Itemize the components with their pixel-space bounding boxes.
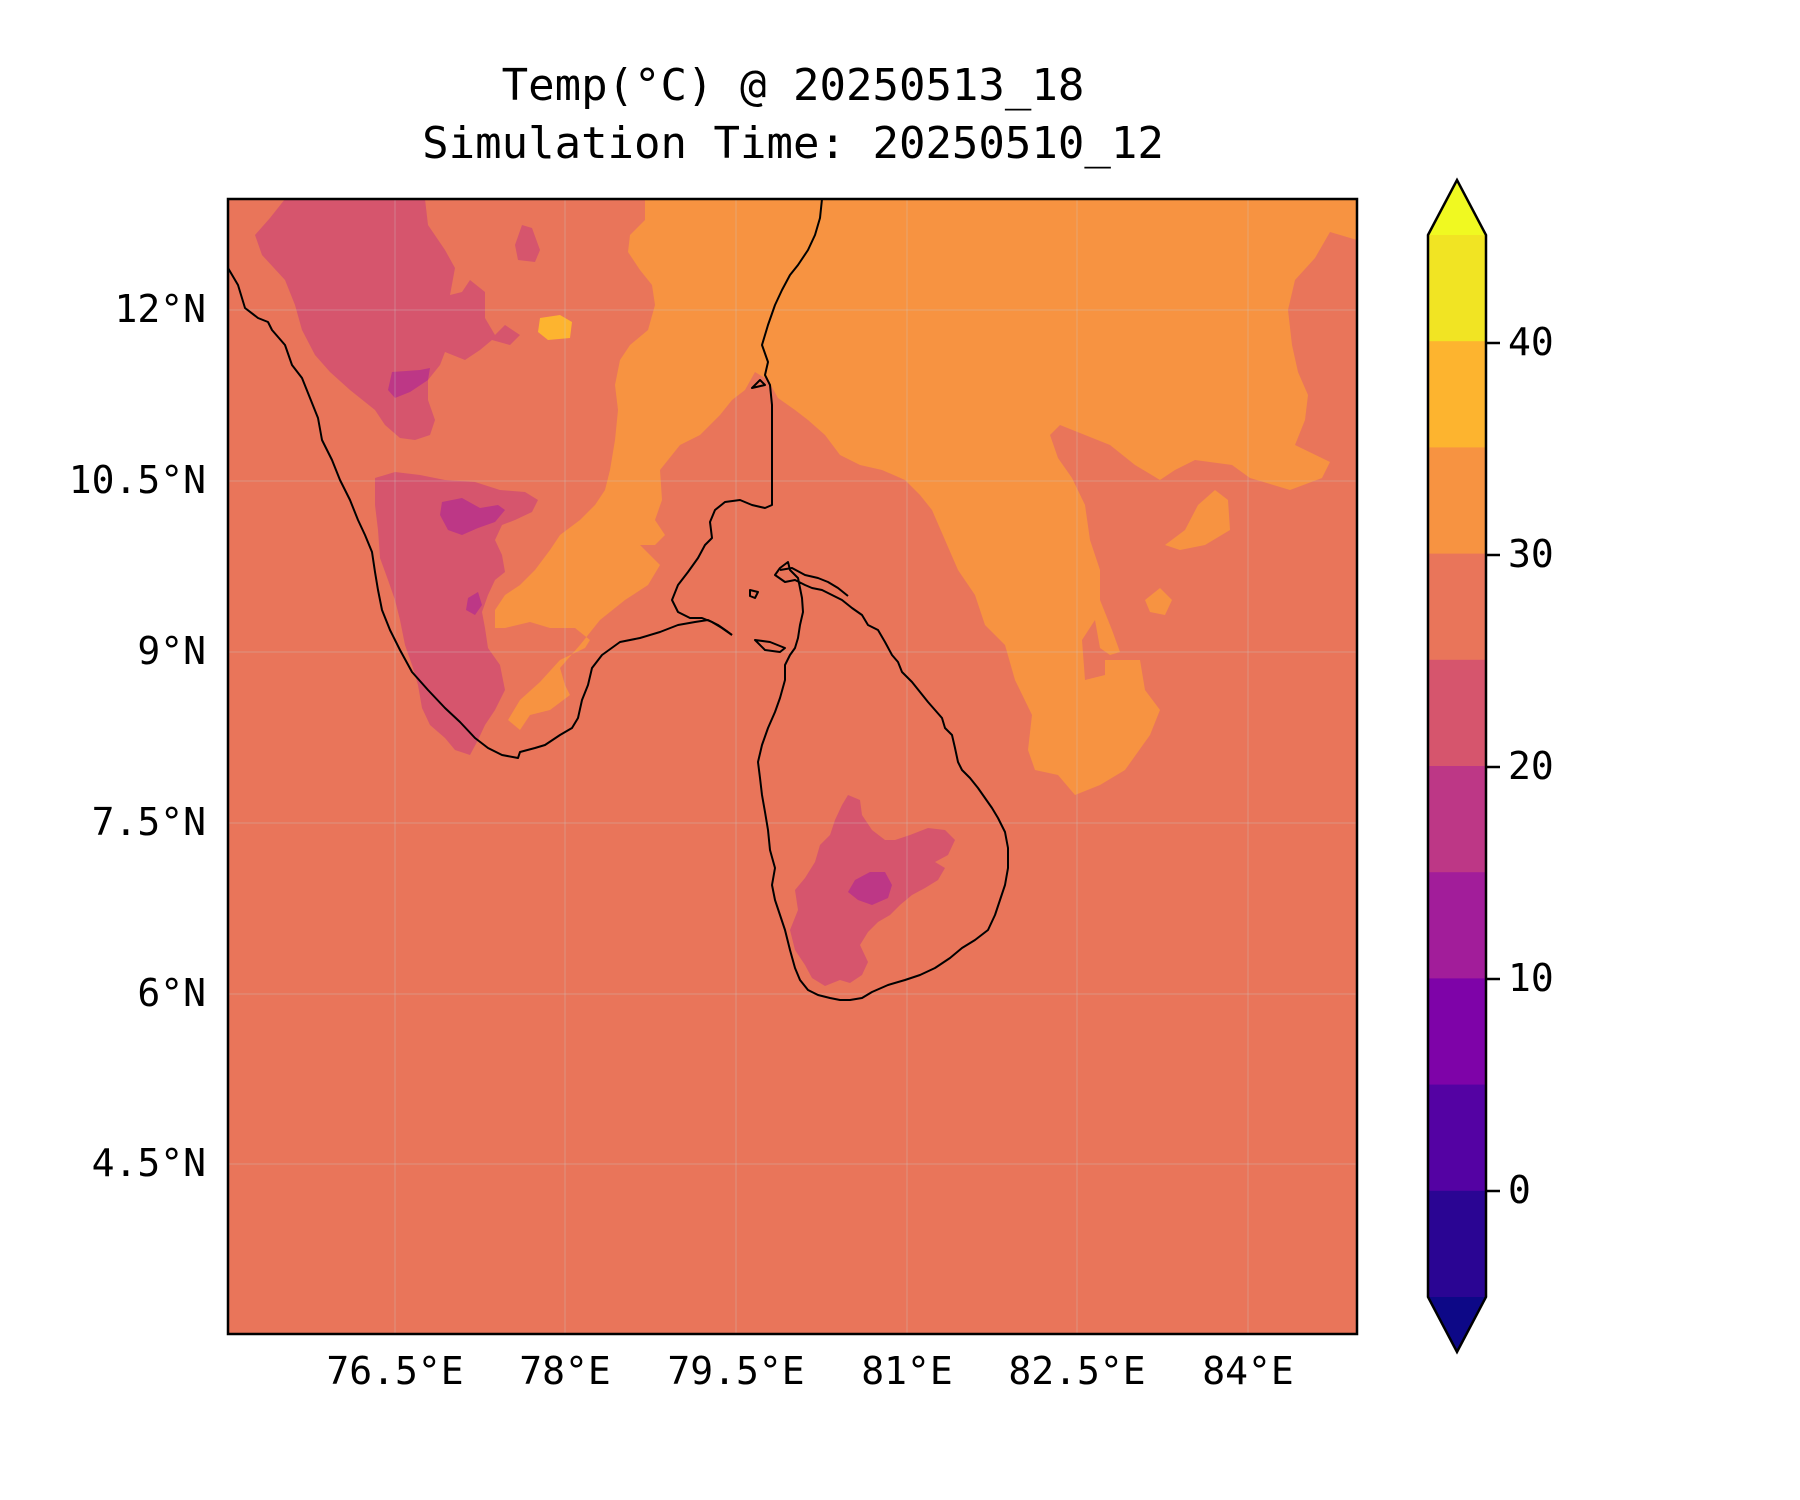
colorbar	[1428, 180, 1500, 1352]
x-tick-label: 84°E	[1202, 1349, 1294, 1393]
colorbar-tick-label: 30	[1508, 532, 1554, 576]
colorbar-level	[1428, 341, 1486, 448]
colorbar-level	[1428, 978, 1486, 1085]
colorbar-tick-label: 20	[1508, 744, 1554, 788]
x-tick-label: 76.5°E	[326, 1349, 463, 1393]
y-tick-label: 4.5°N	[92, 1141, 206, 1185]
y-tick-label: 9°N	[137, 629, 206, 673]
y-tick-label: 12°N	[114, 287, 206, 331]
colorbar-level	[1428, 235, 1486, 342]
x-tick-label: 78°E	[519, 1349, 611, 1393]
x-tick-label: 79.5°E	[667, 1349, 804, 1393]
y-tick-label: 6°N	[137, 971, 206, 1015]
x-tick-label: 81°E	[861, 1349, 953, 1393]
y-tick-label: 7.5°N	[92, 800, 206, 844]
colorbar-level	[1428, 1085, 1486, 1192]
colorbar-tick-labels: 40 30 20 10 0	[1508, 320, 1554, 1212]
x-axis-labels: 76.5°E 78°E 79.5°E 81°E 82.5°E 84°E	[326, 1349, 1293, 1393]
colorbar-tick-label: 10	[1508, 956, 1554, 1000]
colorbar-level	[1428, 447, 1486, 554]
title-line-2: Simulation Time: 20250510_12	[422, 118, 1164, 169]
colorbar-tick-label: 40	[1508, 320, 1554, 364]
map-panel	[228, 199, 1357, 1334]
colorbar-tick-label: 0	[1508, 1168, 1531, 1212]
colorbar-extend-min	[1428, 1297, 1486, 1352]
colorbar-level	[1428, 660, 1486, 767]
colorbar-extend-max	[1428, 180, 1486, 235]
y-tick-label: 10.5°N	[69, 458, 206, 502]
x-tick-label: 82.5°E	[1008, 1349, 1145, 1393]
colorbar-level	[1428, 554, 1486, 661]
y-axis-labels: 12°N 10.5°N 9°N 7.5°N 6°N 4.5°N	[69, 287, 206, 1185]
colorbar-level	[1428, 766, 1486, 873]
title-line-1: Temp(°C) @ 20250513_18	[502, 60, 1085, 111]
colorbar-level	[1428, 1191, 1486, 1298]
colorbar-level	[1428, 872, 1486, 979]
